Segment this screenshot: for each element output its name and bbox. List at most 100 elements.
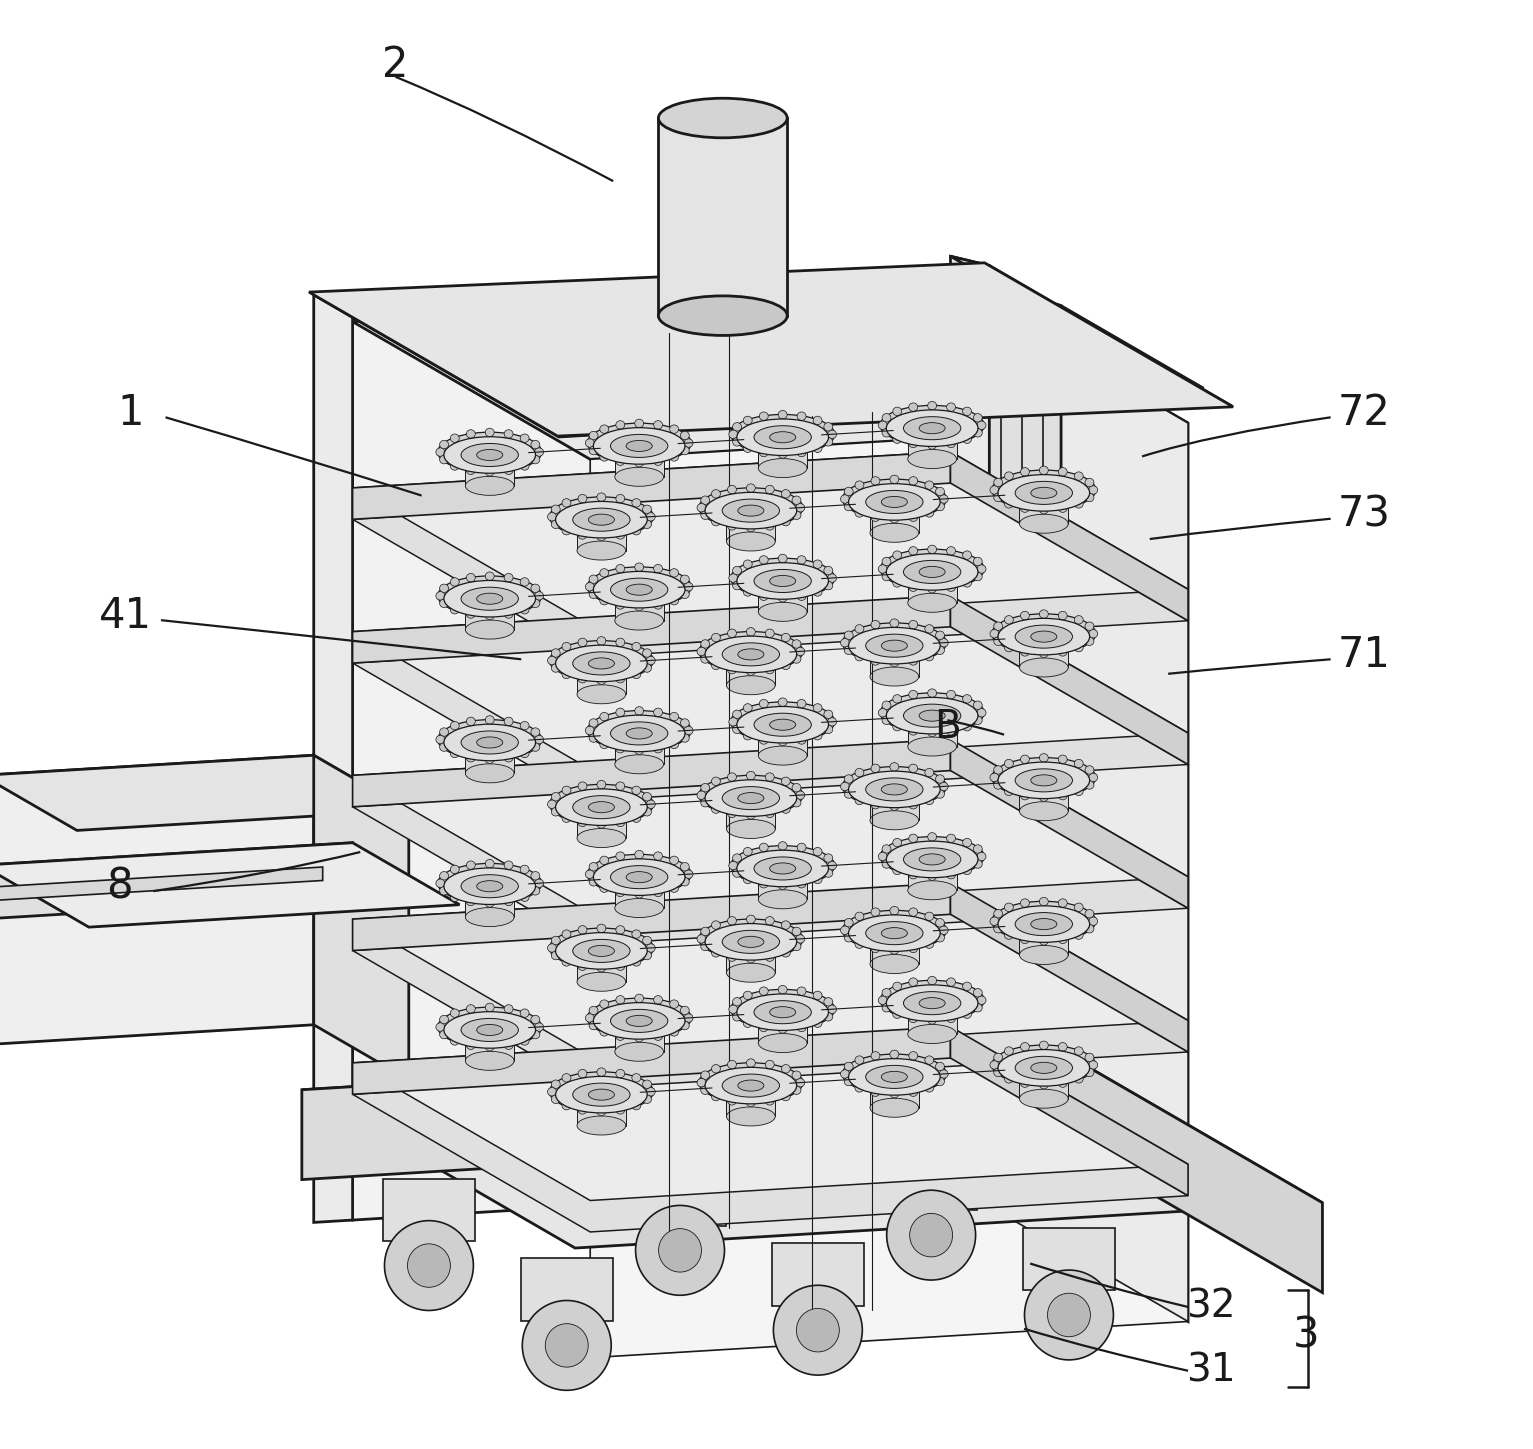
Polygon shape [353, 1026, 950, 1094]
Ellipse shape [684, 1014, 693, 1022]
Ellipse shape [563, 526, 570, 535]
Ellipse shape [823, 438, 832, 446]
Ellipse shape [935, 1062, 944, 1071]
Ellipse shape [993, 924, 1003, 933]
Ellipse shape [1058, 791, 1067, 800]
Ellipse shape [578, 782, 587, 790]
Ellipse shape [587, 423, 691, 462]
Ellipse shape [927, 1016, 937, 1024]
Ellipse shape [731, 846, 834, 885]
Ellipse shape [520, 462, 529, 469]
Ellipse shape [504, 897, 514, 906]
Ellipse shape [438, 720, 541, 759]
Ellipse shape [733, 997, 742, 1006]
Ellipse shape [927, 729, 937, 736]
Ellipse shape [1004, 500, 1013, 509]
Ellipse shape [765, 485, 774, 494]
Ellipse shape [993, 1053, 1003, 1062]
Ellipse shape [840, 1069, 849, 1078]
Ellipse shape [451, 606, 460, 614]
Ellipse shape [653, 565, 662, 572]
Ellipse shape [466, 764, 514, 782]
Ellipse shape [477, 593, 503, 604]
Ellipse shape [993, 638, 1003, 645]
Ellipse shape [747, 916, 756, 923]
Ellipse shape [1021, 1043, 1029, 1051]
Ellipse shape [1088, 774, 1098, 781]
Ellipse shape [747, 1098, 756, 1107]
Ellipse shape [711, 1065, 721, 1074]
Ellipse shape [625, 1016, 652, 1026]
Ellipse shape [728, 1097, 736, 1106]
Ellipse shape [486, 572, 494, 581]
Text: 2: 2 [382, 45, 409, 85]
Ellipse shape [731, 558, 834, 598]
Ellipse shape [892, 1010, 901, 1019]
Ellipse shape [849, 914, 940, 952]
Ellipse shape [555, 501, 647, 538]
Ellipse shape [1004, 643, 1013, 652]
Ellipse shape [461, 443, 518, 467]
Polygon shape [466, 606, 514, 630]
Ellipse shape [727, 964, 776, 982]
Ellipse shape [845, 646, 854, 655]
Ellipse shape [908, 1024, 957, 1043]
Ellipse shape [466, 467, 475, 474]
Ellipse shape [747, 667, 756, 675]
Ellipse shape [699, 632, 803, 671]
Polygon shape [615, 597, 664, 620]
Ellipse shape [782, 1093, 789, 1101]
Text: 1: 1 [117, 393, 144, 433]
Ellipse shape [871, 477, 880, 485]
Polygon shape [989, 283, 1203, 388]
Ellipse shape [842, 1053, 946, 1094]
Ellipse shape [871, 656, 880, 665]
Ellipse shape [855, 913, 865, 920]
Ellipse shape [589, 658, 615, 669]
Ellipse shape [935, 487, 944, 496]
Ellipse shape [616, 601, 625, 609]
Ellipse shape [903, 848, 961, 871]
Ellipse shape [701, 496, 710, 504]
Ellipse shape [990, 485, 1000, 494]
Polygon shape [466, 894, 514, 917]
Ellipse shape [765, 629, 774, 638]
Ellipse shape [728, 485, 736, 494]
Ellipse shape [793, 496, 800, 504]
Ellipse shape [615, 1042, 664, 1061]
Ellipse shape [616, 888, 625, 897]
Ellipse shape [711, 922, 721, 929]
Ellipse shape [779, 698, 786, 706]
Polygon shape [353, 452, 1188, 626]
Ellipse shape [1039, 753, 1049, 762]
Ellipse shape [549, 1072, 653, 1111]
Polygon shape [727, 517, 776, 542]
Polygon shape [466, 749, 514, 774]
Ellipse shape [881, 716, 891, 724]
Ellipse shape [909, 582, 918, 591]
Ellipse shape [812, 991, 822, 1000]
Ellipse shape [909, 945, 918, 952]
Ellipse shape [440, 455, 449, 464]
Ellipse shape [889, 907, 898, 914]
Polygon shape [1019, 788, 1069, 811]
Ellipse shape [779, 410, 786, 419]
Ellipse shape [486, 1042, 494, 1051]
Ellipse shape [866, 778, 923, 801]
Ellipse shape [616, 852, 625, 861]
Ellipse shape [823, 997, 832, 1006]
Ellipse shape [973, 988, 983, 997]
Ellipse shape [504, 467, 514, 474]
Ellipse shape [924, 625, 934, 633]
Ellipse shape [1021, 935, 1029, 943]
Ellipse shape [573, 652, 630, 675]
Ellipse shape [1030, 487, 1056, 498]
Ellipse shape [681, 862, 690, 871]
Ellipse shape [878, 995, 888, 1004]
Ellipse shape [924, 1084, 934, 1093]
Ellipse shape [940, 782, 949, 791]
Ellipse shape [845, 487, 854, 496]
Ellipse shape [747, 523, 756, 532]
Polygon shape [0, 843, 353, 919]
Ellipse shape [670, 856, 679, 865]
